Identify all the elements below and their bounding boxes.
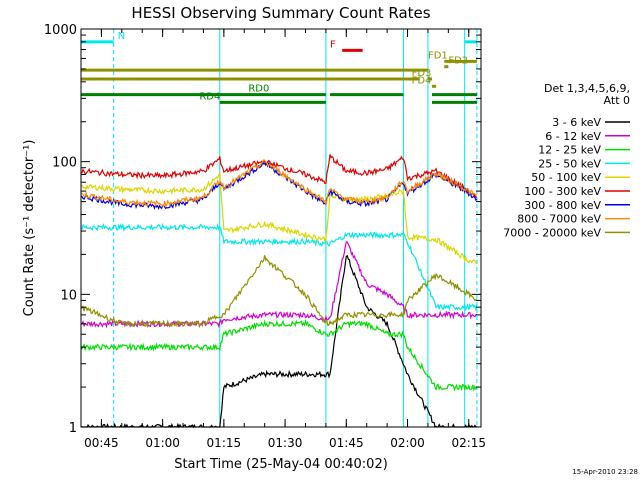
x-tick-label-4: 01:45 — [329, 436, 364, 450]
legend-label-6: 100 - 300 keV — [524, 185, 601, 198]
y-tick-label-2: 100 — [52, 156, 77, 171]
flag-label-fd2: FD2 — [448, 56, 468, 67]
flag-label-rd0: RD0 — [248, 84, 269, 95]
legend-label-3: 12 - 25 keV — [538, 144, 601, 157]
render-timestamp: 15-Apr-2010 23:28 — [572, 468, 638, 476]
x-tick-label-3: 01:30 — [268, 436, 303, 450]
legend-header-line2: Att 0 — [604, 94, 630, 107]
x-tick-label-5: 02:00 — [390, 436, 425, 450]
series-line-8 — [80, 159, 478, 208]
chart-title: HESSI Observing Summary Count Rates — [131, 4, 430, 22]
legend-label-1: 3 - 6 keV — [552, 116, 601, 129]
x-tick-label-1: 01:00 — [145, 436, 180, 450]
legend-label-9: 7000 - 20000 keV — [503, 226, 601, 239]
series-line-2 — [80, 241, 478, 329]
series-line-6 — [80, 154, 478, 199]
x-tick-label-0: 00:45 — [84, 436, 119, 450]
x-axis: 00:45 01:00 01:15 01:30 01:45 02:00 02:15 — [84, 29, 486, 450]
flag-label-f: F — [330, 39, 336, 50]
y-axis: 1 10 100 1000 — [44, 23, 481, 436]
flag-label-fd1: FD1 — [428, 50, 448, 61]
legend-label-2: 6 - 12 keV — [545, 130, 601, 143]
flag-label-fd4: FD4 — [412, 75, 432, 86]
y-axis-label: Count Rate (s⁻¹ detector⁻¹) — [22, 140, 37, 317]
legend-label-8: 800 - 7000 keV — [517, 213, 601, 226]
series-line-3 — [80, 318, 478, 392]
flag-label-n: N — [118, 31, 125, 42]
flag-label-fd3: FD3 — [412, 68, 432, 79]
x-tick-label-2: 01:15 — [207, 436, 242, 450]
y-tick-label-0: 1 — [69, 421, 77, 436]
legend-label-4: 25 - 50 keV — [538, 157, 601, 170]
legend-label-7: 300 - 800 keV — [524, 199, 601, 212]
y-tick-label-1: 10 — [60, 288, 77, 303]
flag-label-rd4: RD4 — [199, 91, 220, 102]
y-tick-label-3: 1000 — [44, 23, 77, 38]
x-tick-label-6: 02:15 — [451, 436, 486, 450]
plot-frame — [80, 28, 482, 428]
series-line-9 — [80, 255, 478, 329]
legend-header-line1: Det 1,3,4,5,6,9, — [544, 82, 630, 95]
series-line-5 — [80, 172, 478, 265]
series-line-4 — [80, 222, 478, 312]
series-line-1 — [80, 254, 478, 429]
legend-label-5: 50 - 100 keV — [531, 171, 601, 184]
x-axis-label: Start Time (25-May-04 00:40:02) — [174, 457, 388, 472]
